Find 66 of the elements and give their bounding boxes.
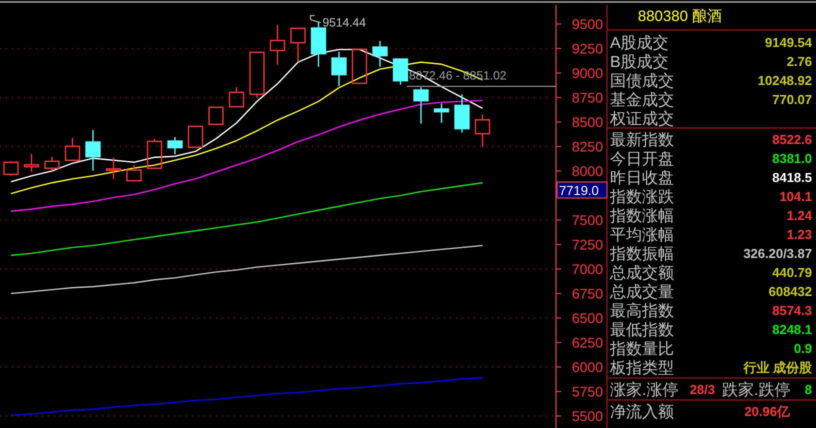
text: 28/3 [690,382,715,397]
y-tick-label: 8000 [572,163,604,180]
text: 10248.92 [758,73,812,88]
y-tick-label: 8750 [572,90,604,106]
category-label: 指数涨幅 [609,207,674,225]
category-label: 最新指数 [610,131,674,149]
text: 880380 酿酒 [638,8,722,25]
y-tick-label: 9250 [572,40,604,57]
category-label: 跌家.跌停 [722,381,790,399]
category-label: 最低指数 [610,321,674,339]
candlestick [270,24,286,66]
text: 104.1 [779,189,812,204]
category-label: 指数振幅 [609,245,674,263]
y-tick-label: 5750 [572,384,604,400]
category-label: 权证成交 [609,110,674,128]
text: 8574.3 [772,303,812,318]
category-label: 涨家.涨停 [610,381,678,399]
text: 9149.54 [765,35,812,50]
category-label: 平均涨幅 [610,226,674,244]
text: 7719.0 [559,183,599,198]
category-label: 基金成交 [610,91,674,109]
text: 8 [804,382,812,397]
text: 326.20/3.87 [743,246,812,261]
y-tick-label: 6750 [572,286,604,302]
text: 1.24 [786,208,812,223]
text: 0.9 [794,341,812,356]
category-label: 总成交量 [609,283,674,301]
text: 440.79 [772,265,812,280]
category-label: 国债成交 [610,72,674,90]
line-series [10,182,484,256]
category-label: 今日开盘 [610,151,674,168]
line-series [10,377,484,416]
annotation: 9514.44 [322,16,366,30]
category-label: A股成交 [610,34,669,52]
y-tick-label: 8250 [572,138,604,155]
category-label: B股成交 [610,53,669,71]
y-tick-label: 9500 [572,16,604,32]
y-tick-label: 6250 [572,334,604,351]
category-label: 板指类型 [609,359,674,377]
text: 8418.5 [772,170,812,185]
text: 770.07 [772,92,812,107]
category-label: 指数涨跌 [609,188,674,206]
text: 行业 成份股 [743,360,812,375]
text: 20.96亿 [744,404,790,419]
text: 608432 [768,284,812,299]
line-series [10,100,484,212]
text: 1.23 [786,227,812,242]
y-tick-label: 7500 [572,212,604,228]
category-label: 总成交额 [609,264,674,282]
y-tick-label: 7000 [572,261,604,278]
y-tick-label: 6000 [572,359,604,376]
text: 8381.0 [772,151,812,166]
y-tick-label: 8500 [572,114,604,130]
y-tick-label: 7250 [572,236,604,253]
candlestick [85,129,101,172]
category-label: 指数量比 [609,340,674,358]
text: 2.76 [786,54,812,69]
category-label: 净流入额 [610,403,674,421]
text: 8522.6 [772,132,812,147]
line-series [10,244,484,294]
y-tick-label: 5500 [572,408,604,424]
category-label: 昨日收盘 [610,170,674,187]
category-label: 最高指数 [610,302,674,320]
y-tick-label: 6500 [572,310,604,326]
y-tick-label: 9000 [572,65,604,82]
text: 8248.1 [772,322,812,337]
